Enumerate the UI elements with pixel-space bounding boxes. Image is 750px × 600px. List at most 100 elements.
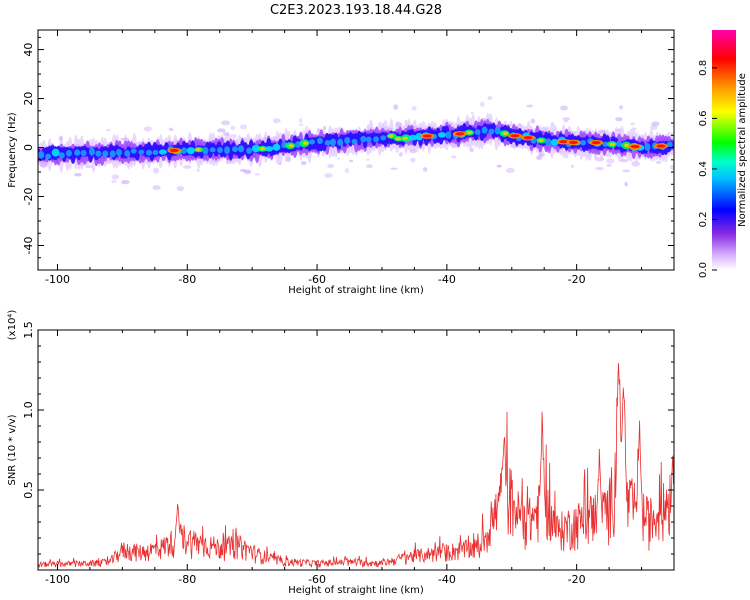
spectral-peak-core xyxy=(395,137,401,141)
spectral-noise-speck xyxy=(651,121,660,127)
spectral-peak-cell xyxy=(380,135,387,141)
spectral-peak-core xyxy=(455,132,465,136)
x-tick-label: -40 xyxy=(438,573,456,586)
spectral-peak-cell xyxy=(251,144,260,153)
spectral-noise-speck xyxy=(300,160,307,166)
spectral-noise-speck xyxy=(605,158,615,164)
spectral-noise-speck xyxy=(254,173,260,176)
snr-frame xyxy=(37,329,675,571)
spectral-peak-cell xyxy=(209,147,216,153)
spectral-noise-speck xyxy=(344,167,350,174)
spectral-peak-cell xyxy=(130,148,137,154)
spectral-noise-speck xyxy=(348,159,354,163)
spectral-peak-cell xyxy=(373,136,380,143)
spectral-peak-cell xyxy=(146,149,153,156)
spectral-noise-speck xyxy=(229,134,237,139)
spectral-noise-speck xyxy=(622,169,631,173)
chart-title: C2E3.2023.193.18.44.G28 xyxy=(270,3,442,18)
spectral-peak-cell xyxy=(51,148,60,157)
spectral-noise-speck xyxy=(393,104,399,110)
spectral-noise-speck xyxy=(479,101,485,107)
spectral-peak-cell xyxy=(152,149,159,156)
spectral-noise-speck xyxy=(505,167,515,174)
spectral-peak-core xyxy=(169,148,179,153)
spectral-peak-core xyxy=(302,141,309,145)
spectrogram-frame xyxy=(37,29,675,271)
spectral-noise-speck xyxy=(111,174,120,180)
spectral-peak-core xyxy=(195,148,202,152)
spectral-peak-cell xyxy=(360,135,367,143)
spectral-peak-cell xyxy=(474,129,481,135)
spectral-peak-cell xyxy=(616,140,623,148)
snr-line xyxy=(38,363,674,568)
spectral-noise-speck xyxy=(669,164,674,170)
spectral-noise-speck xyxy=(570,164,575,169)
spectral-peak-cell xyxy=(217,147,224,154)
x-tick-label: -80 xyxy=(178,273,196,286)
spectral-noise-speck xyxy=(366,158,370,161)
colorbar-gradient xyxy=(712,30,736,270)
spectral-noise-speck xyxy=(152,167,159,174)
spectral-peak-core xyxy=(559,140,569,144)
y-tick-label: 20 xyxy=(22,92,35,106)
spectral-peak-cell xyxy=(437,132,446,138)
spectrogram-y-label: Frequency (Hz) xyxy=(7,112,18,188)
spectral-noise-speck xyxy=(327,163,335,169)
spectral-noise-speck xyxy=(152,185,161,190)
spectral-noise-speck xyxy=(239,124,248,130)
spectral-peak-core xyxy=(656,144,666,148)
spectral-peak-cell xyxy=(124,150,131,157)
spectral-noise-speck xyxy=(471,112,475,115)
spectral-peak-cell xyxy=(337,138,344,147)
spectral-peak-cell xyxy=(344,137,351,144)
spectral-peak-cell xyxy=(45,153,52,159)
spectral-peak-cell xyxy=(181,147,188,154)
spectral-noise-speck xyxy=(390,167,398,170)
spectrogram-x-label: Height of straight line (km) xyxy=(288,285,424,296)
spectral-noise-speck xyxy=(324,173,333,178)
spectral-peak-cell xyxy=(95,150,102,157)
spectral-noise-speck xyxy=(182,165,192,169)
spectral-peak-cell xyxy=(580,139,587,146)
spectral-peak-cell xyxy=(351,138,358,145)
spectral-noise-speck xyxy=(106,129,111,132)
y-tick-label: 1.5 xyxy=(22,321,35,339)
snr-multiplier-label: (x10⁴) xyxy=(7,310,18,341)
spectral-noise-speck xyxy=(143,126,152,132)
spectral-peak-core xyxy=(510,134,520,138)
spectral-peak-cell xyxy=(224,146,231,155)
spectrogram-panel: -100 -80 -60 -40 -20 -40 -20 0 20 40 Height of st… xyxy=(7,29,675,296)
spectral-noise-speck xyxy=(560,105,568,111)
x-tick-label: -20 xyxy=(568,573,586,586)
spectral-peak-cell xyxy=(138,149,145,155)
spectral-peak-core xyxy=(523,136,533,140)
spectral-peak-core xyxy=(259,147,266,151)
snr-y-label: SNR (10 * v/v) xyxy=(7,414,18,485)
y-tick-label: 0.5 xyxy=(22,481,35,499)
spectral-peak-cell xyxy=(644,142,651,151)
spectral-noise-speck xyxy=(323,125,327,131)
spectral-noise-speck xyxy=(530,118,536,124)
spectral-peak-core xyxy=(630,144,640,149)
spectral-noise-speck xyxy=(74,173,82,177)
spectral-peak-cell xyxy=(316,137,323,145)
spectral-peak-cell xyxy=(109,150,116,158)
spectral-noise-speck xyxy=(196,168,200,172)
spectral-noise-speck xyxy=(535,155,541,161)
spectral-noise-speck xyxy=(337,157,341,160)
colorbar-tick-label: 0.4 xyxy=(698,161,709,177)
spectral-noise-speck xyxy=(563,119,568,123)
spectral-peak-core xyxy=(422,134,432,138)
spectral-peak-cell xyxy=(324,139,331,146)
y-tick-label: -40 xyxy=(22,237,35,255)
x-tick-label: -80 xyxy=(178,573,196,586)
spectral-noise-speck xyxy=(631,161,640,167)
snr-panel: -100 -80 -60 -40 -20 0.5 1.0 1.5 Height of stra… xyxy=(7,310,675,596)
x-tick-label: -60 xyxy=(308,273,326,286)
spectral-peak-core xyxy=(609,142,616,146)
spectral-noise-speck xyxy=(422,167,428,172)
spectral-peak-cell xyxy=(602,141,609,147)
spectral-noise-speck xyxy=(111,179,117,184)
spectral-peak-cell xyxy=(102,150,109,157)
